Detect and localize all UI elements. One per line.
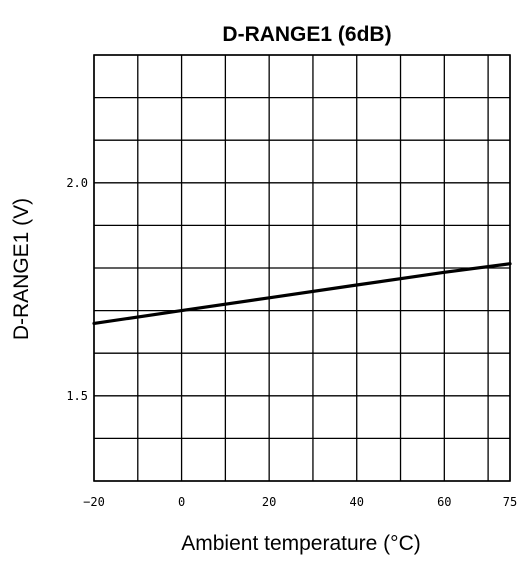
y-axis-title: D-RANGE1 (V)	[10, 198, 33, 340]
x-tick-labels: −20 0 20 40 60 75	[83, 495, 517, 509]
plot-frame	[93, 54, 511, 482]
x-tick-label: −20	[83, 495, 105, 509]
chart-title: D-RANGE1 (6dB)	[222, 23, 391, 46]
x-tick-label: 20	[262, 495, 276, 509]
y-tick-label: 1.5	[66, 389, 88, 403]
x-tick-label: 0	[178, 495, 185, 509]
chart-grid	[93, 54, 511, 482]
x-axis-title: Ambient temperature (°C)	[181, 532, 420, 555]
series-layer	[92, 262, 512, 325]
series-line	[92, 262, 512, 325]
x-tick-label: 75	[503, 495, 517, 509]
y-tick-labels: 2.0 1.5	[66, 176, 88, 403]
y-tick-label: 2.0	[66, 176, 88, 190]
x-tick-label: 60	[437, 495, 451, 509]
x-tick-label: 40	[350, 495, 364, 509]
